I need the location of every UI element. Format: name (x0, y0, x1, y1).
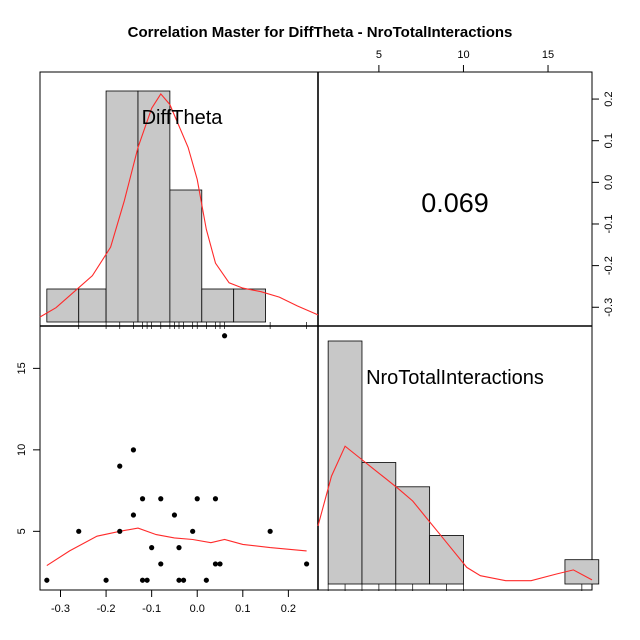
scatter-point (103, 577, 109, 583)
difftheta-histogram-bar (169, 189, 203, 323)
nro-histogram-bar (327, 340, 363, 585)
scatter-point (130, 447, 137, 453)
difftheta-density-curve (39, 92, 319, 318)
y-axis-left-tick-label: 15 (16, 362, 28, 374)
scatter-point (76, 528, 82, 534)
x-axis-bottom-tick-label: -0.2 (97, 603, 116, 615)
scatter-point (117, 463, 123, 469)
scatter-point (180, 577, 187, 583)
x-axis-bottom-tick-label: 0.1 (235, 603, 250, 615)
x-axis-top-tick-label: 10 (457, 49, 469, 61)
scatter-point (176, 545, 182, 551)
scatter-point (267, 528, 273, 534)
nro-histogram-bar (564, 559, 600, 585)
scatter-point (203, 577, 209, 583)
scatter-point (130, 512, 137, 518)
nro-histogram-bar (361, 462, 397, 585)
nro-histogram (317, 340, 600, 591)
difftheta-histogram-bar (46, 288, 80, 323)
scatter-point (304, 561, 310, 567)
x-axis-bottom-tick-label: -0.3 (51, 603, 70, 615)
difftheta-histogram (39, 90, 319, 329)
x-axis-top-tick-label: 15 (542, 49, 554, 61)
y-axis-right-tick-label: 0.2 (603, 91, 615, 106)
y-axis-right-tick-label: -0.3 (603, 298, 615, 317)
difftheta-histogram-bar (78, 288, 107, 323)
nro-histogram-bar (395, 486, 431, 585)
scatter-point (139, 496, 146, 502)
y-axis-left-tick-label: 5 (16, 528, 28, 534)
y-axis-left-tick-label: 10 (16, 444, 28, 456)
difftheta-histogram-bar (137, 90, 171, 323)
scatter-point (190, 528, 196, 534)
scatter-point (212, 561, 219, 567)
scatter-point (117, 528, 123, 534)
scatter-point (144, 577, 150, 583)
nro-density-curve (317, 445, 593, 582)
y-axis-right-tick-label: -0.2 (603, 256, 615, 275)
x-axis-bottom-tick-label: -0.1 (142, 603, 161, 615)
scatter-point (221, 333, 228, 339)
difftheta-histogram-bar (105, 90, 139, 323)
nro-histogram-bar (429, 535, 464, 585)
correlation-value: 0.069 (421, 188, 489, 218)
scatter-point (158, 496, 164, 502)
y-axis-left: 5 10 15 (16, 362, 41, 534)
difftheta-histogram-bar (233, 288, 266, 323)
nro-variable-label: NroTotalInteractions (366, 367, 544, 389)
x-axis-top-tick-label: 5 (376, 49, 382, 61)
x-axis-bottom-tick-label: 0.0 (190, 603, 205, 615)
bottom-left-panel (39, 325, 319, 591)
scatter-point (139, 577, 146, 583)
scatter-point (217, 561, 223, 567)
scatter-smoother-line (46, 527, 307, 567)
scatter-point (194, 496, 200, 502)
y-axis-right-tick-label: 0.0 (603, 175, 615, 190)
y-axis-right: -0.3 -0.2 -0.1 0.0 0.1 0.2 (591, 91, 615, 317)
x-axis-bottom: -0.3 -0.2 -0.1 0.0 0.1 0.2 (51, 589, 296, 615)
scatter-point (158, 561, 164, 567)
y-axis-right-tick-label: -0.1 (603, 214, 615, 233)
scatter-point (149, 545, 155, 551)
scatter-panel (44, 333, 310, 583)
scatter-point (212, 496, 219, 502)
difftheta-variable-label: DiffTheta (142, 107, 224, 129)
difftheta-histogram-bar (201, 288, 235, 323)
x-axis-top: 5 10 15 (376, 49, 554, 73)
x-axis-bottom-tick-label: 0.2 (281, 603, 296, 615)
scatter-point (171, 512, 178, 518)
y-axis-right-tick-label: 0.1 (603, 133, 615, 148)
scatter-point (176, 577, 182, 583)
chart-title: Correlation Master for DiffTheta - NroTo… (128, 24, 513, 41)
scatter-point (44, 577, 50, 583)
